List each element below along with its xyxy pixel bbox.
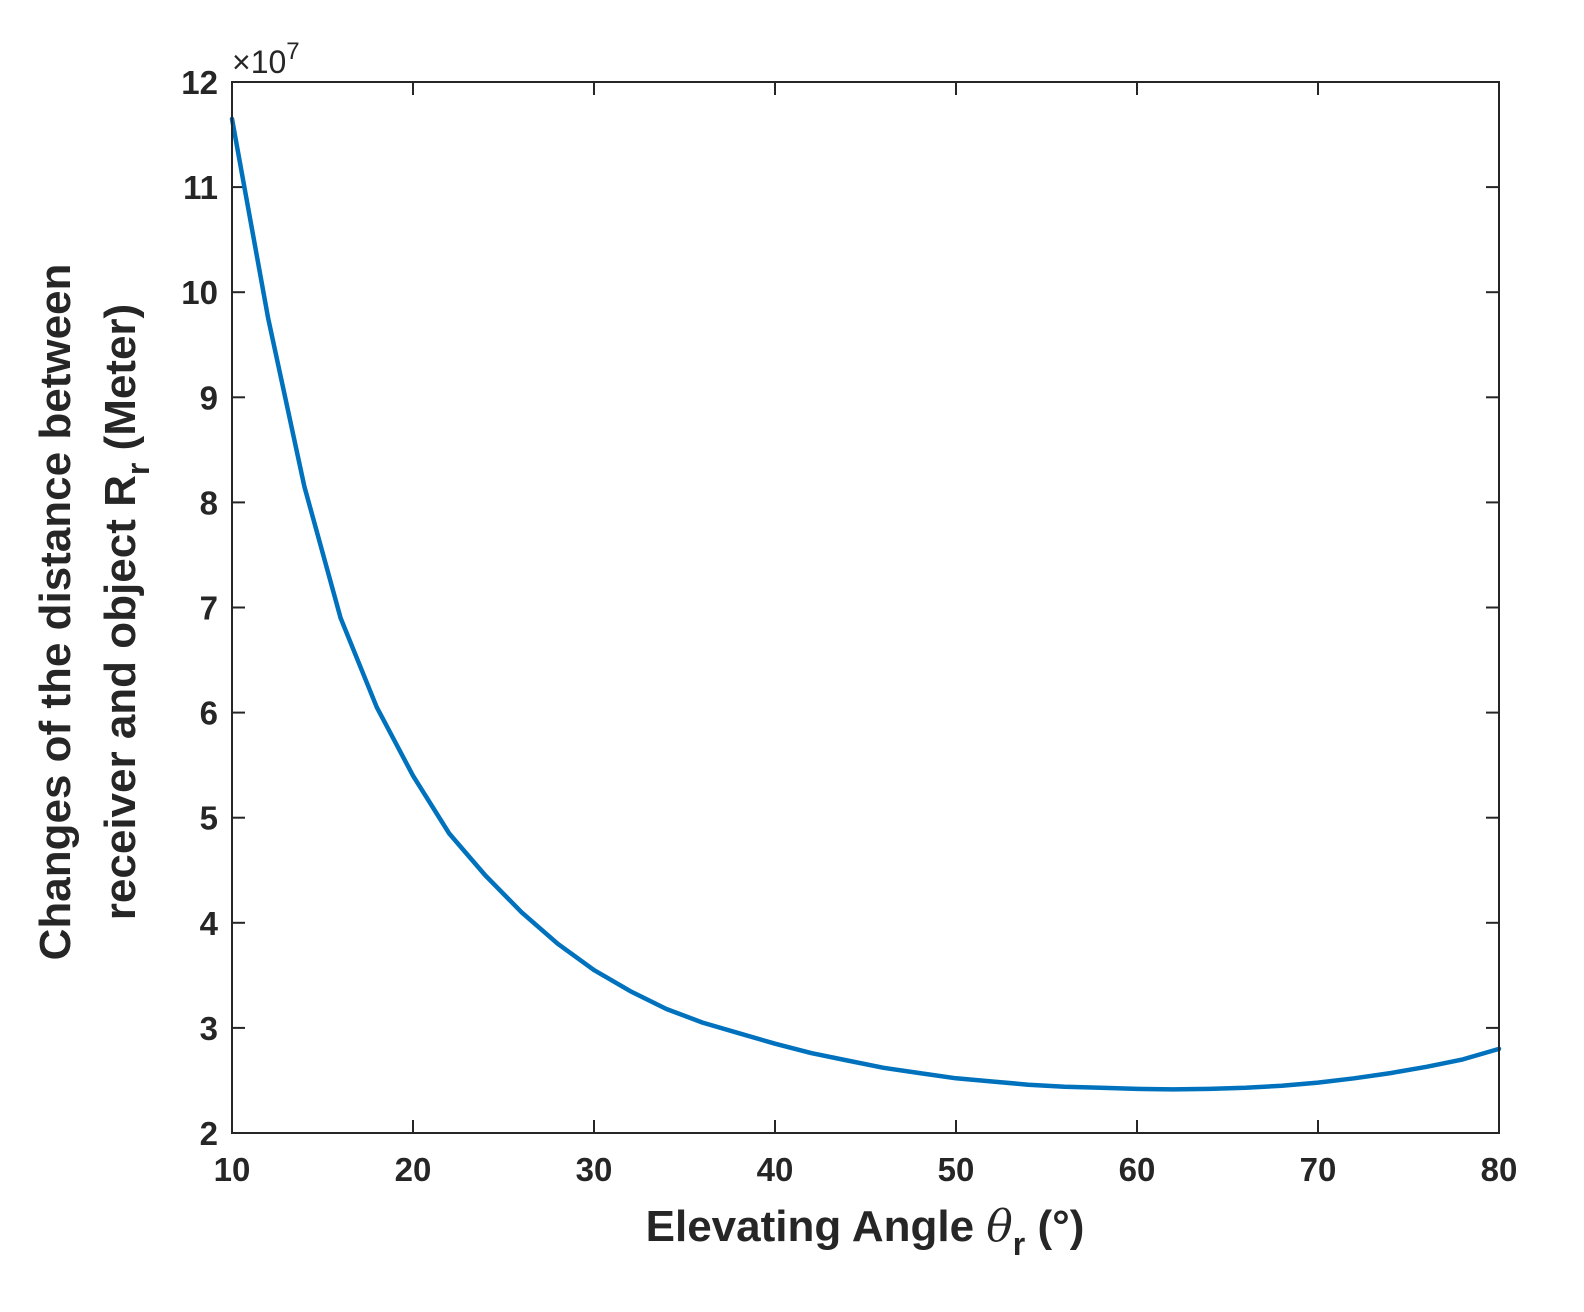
y-tick-label: 12 [181,64,218,101]
y-axis-title: Changes of the distance between receiver… [31,264,156,961]
y-tick-label: 8 [200,484,218,521]
x-tick-label: 60 [1119,1151,1156,1188]
plot-frame [231,81,1500,1134]
y-tick-label: 7 [200,590,218,627]
y-axis-title-line2-sub: r [120,463,156,475]
x-axis-title-unit: (°) [1025,1202,1084,1251]
y-axis-title-line1: Changes of the distance between [31,264,80,961]
y-exponent-label: ×107 [232,38,300,80]
y-tick-label: 10 [181,274,218,311]
y-axis-title-line2-unit: (Meter) [96,304,145,463]
x-axis-title-main: Elevating Angle [646,1202,987,1251]
x-tick-label: 20 [395,1151,432,1188]
y-tick-label: 5 [200,800,218,837]
x-tick-label: 80 [1481,1151,1518,1188]
y-tick-label: 4 [200,905,219,942]
x-axis-ticks: 10 20 30 40 50 60 70 80 [214,82,1518,1188]
y-axis-ticks: 2 3 4 5 6 7 8 9 10 11 12 [181,64,1499,1152]
x-tick-label: 10 [214,1151,251,1188]
x-axis-title-sub: r [1013,1226,1025,1262]
y-axis-title-line2-main: receiver and object R [96,475,145,920]
x-axis-title: Elevating Angle θr (°) [646,1201,1085,1262]
y-tick-label: 3 [200,1010,218,1047]
y-tick-label: 9 [200,379,218,416]
y-exponent-times: ×10 [232,44,286,80]
y-tick-label: 2 [200,1115,218,1152]
y-exponent-power: 7 [286,38,299,65]
y-axis-title-line2: receiver and object Rr (Meter) [96,304,156,920]
plot-area [232,82,1499,1133]
x-tick-label: 30 [576,1151,613,1188]
x-tick-label: 70 [1300,1151,1337,1188]
y-tick-label: 11 [183,169,218,206]
x-tick-label: 40 [757,1151,794,1188]
series-line [229,116,1502,1092]
y-tick-label: 6 [200,695,218,732]
x-tick-label: 50 [938,1151,975,1188]
x-axis-title-symbol: θ [986,1201,1013,1252]
